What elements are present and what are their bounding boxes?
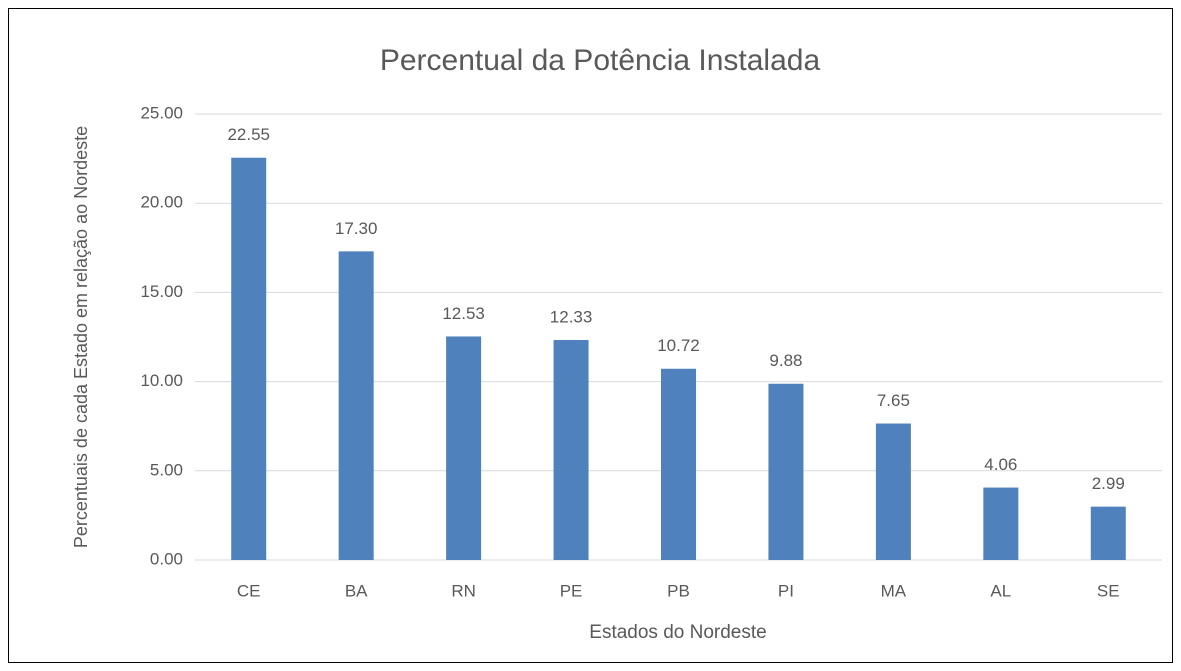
data-label: 9.88 [769, 351, 802, 370]
x-tick-label: MA [881, 581, 907, 600]
x-tick-label: PI [778, 581, 794, 600]
y-tick-label: 15.00 [140, 282, 183, 301]
chart-border [8, 8, 1173, 663]
x-tick-label: BA [345, 581, 368, 600]
data-label: 10.72 [657, 336, 700, 355]
bar [338, 251, 374, 561]
bar [875, 423, 911, 560]
data-label: 4.06 [984, 455, 1017, 474]
data-label: 12.53 [442, 304, 485, 323]
y-tick-label: 0.00 [150, 549, 183, 568]
data-label: 17.30 [335, 219, 378, 238]
bar [768, 383, 804, 560]
data-label: 22.55 [227, 125, 270, 144]
x-axis-label: Estados do Nordeste [589, 622, 766, 643]
x-tick-label: AL [990, 581, 1011, 600]
x-tick-label: PE [560, 581, 583, 600]
x-tick-label: SE [1097, 581, 1120, 600]
data-label: 7.65 [877, 391, 910, 410]
y-tick-label: 10.00 [140, 371, 183, 390]
x-tick-label: PB [667, 581, 690, 600]
bar [661, 368, 696, 560]
bar [553, 340, 589, 560]
bar [231, 157, 267, 560]
bar [446, 336, 482, 560]
bar [983, 487, 1019, 560]
bar [1090, 506, 1126, 560]
data-label: 2.99 [1092, 474, 1125, 493]
y-tick-label: 5.00 [150, 460, 183, 479]
y-tick-label: 25.00 [140, 103, 183, 122]
y-tick-label: 20.00 [140, 193, 183, 212]
x-tick-label: CE [237, 581, 261, 600]
data-label: 12.33 [550, 308, 593, 327]
x-tick-label: RN [451, 581, 476, 600]
y-axis-label: Percentuais de cada Estado em relação ao… [71, 126, 91, 548]
chart-title: Percentual da Potência Instalada [380, 44, 821, 77]
